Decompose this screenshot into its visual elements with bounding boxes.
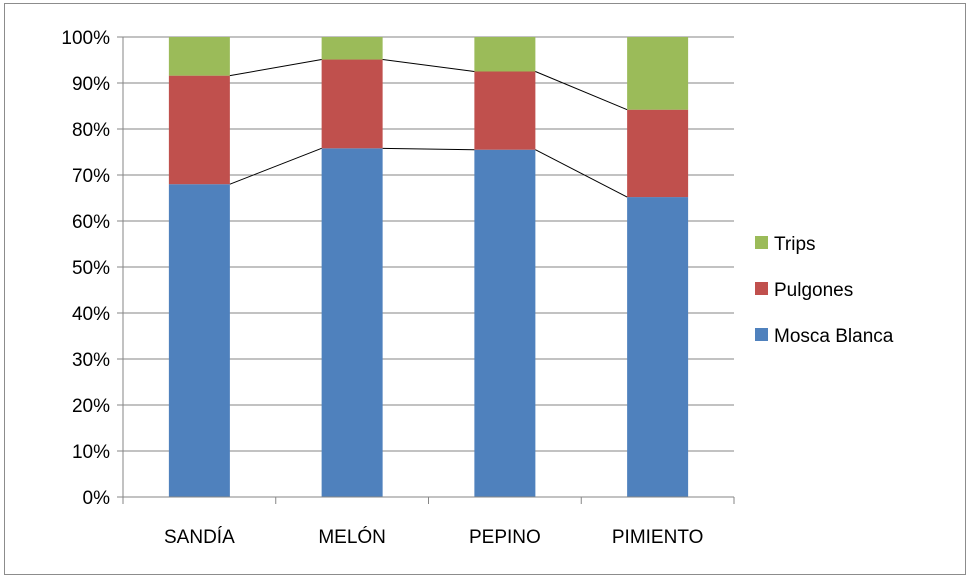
y-tick-label: 40% <box>72 304 110 325</box>
series-lines <box>229 59 628 198</box>
y-tick-label: 100% <box>61 28 110 49</box>
legend-label: Pulgones <box>774 280 853 301</box>
legend-swatch <box>755 282 768 295</box>
y-tick-label: 0% <box>83 488 111 509</box>
y-tick-label: 60% <box>72 212 110 233</box>
bar-segment <box>627 109 689 198</box>
legend-swatch <box>755 328 768 341</box>
bar-segment <box>321 37 383 60</box>
bar-segment <box>321 59 383 149</box>
series-line <box>535 71 628 111</box>
bar-segment <box>168 37 230 76</box>
series-line <box>382 59 475 72</box>
chart-area: 0% 10% 20% 30% 40% 50% 60% 70% 80% 90% 100% SANDÍA M… <box>4 3 966 575</box>
bar-segment <box>627 37 689 110</box>
series-line <box>535 149 628 198</box>
bar-segment <box>474 71 536 150</box>
axes: 0% 10% 20% 30% 40% 50% 60% 70% 80% 90% 100% SANDÍA M… <box>61 28 735 548</box>
legend: Trips Pulgones Mosca Blanca <box>755 234 894 347</box>
y-tick-label: 90% <box>72 74 110 95</box>
series-line <box>382 147 475 151</box>
y-tick-label: 20% <box>72 396 110 417</box>
bar-segment <box>627 197 689 497</box>
bar-segment <box>321 148 383 497</box>
series-line <box>229 147 322 185</box>
bar-segment <box>168 75 230 185</box>
y-tick-label: 30% <box>72 350 110 371</box>
y-tick-label: 80% <box>72 120 110 141</box>
series-line <box>229 59 322 77</box>
bar-segment <box>474 149 536 497</box>
y-tick-label: 70% <box>72 166 110 187</box>
bar-segment <box>168 184 230 497</box>
legend-label: Trips <box>774 234 816 255</box>
x-tick-label: PEPINO <box>469 527 541 548</box>
y-tick-label: 50% <box>72 258 110 279</box>
y-tick-label: 10% <box>72 442 110 463</box>
stacked-bar-chart: 0% 10% 20% 30% 40% 50% 60% 70% 80% 90% 100% SANDÍA M… <box>61 28 894 548</box>
x-tick-label: PIMIENTO <box>612 527 704 548</box>
legend-swatch <box>755 236 768 249</box>
legend-label: Mosca Blanca <box>774 326 894 347</box>
bar-segment <box>474 37 536 72</box>
bars <box>168 37 689 497</box>
x-tick-label: SANDÍA <box>164 527 235 548</box>
x-tick-label: MELÓN <box>318 526 386 548</box>
